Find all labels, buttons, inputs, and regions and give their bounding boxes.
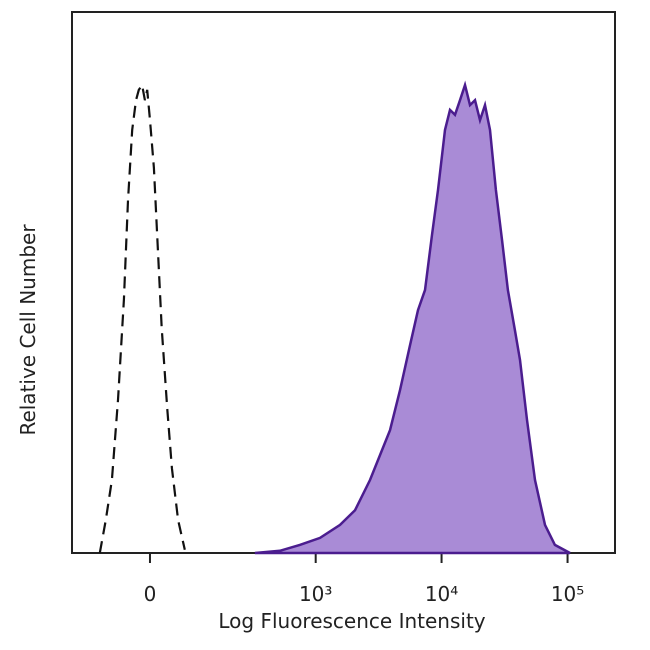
filled-histogram [254,80,571,555]
dashed-histogram [98,82,186,554]
x-axis-label: Log Fluorescence Intensity [218,609,485,633]
x-tick-label: 0 [144,582,157,606]
y-axis-label: Relative Cell Number [16,224,40,436]
x-tick-label: 10³ [299,582,332,606]
x-tick-label: 10⁴ [425,582,458,606]
x-tick-label: 10⁵ [551,582,584,606]
